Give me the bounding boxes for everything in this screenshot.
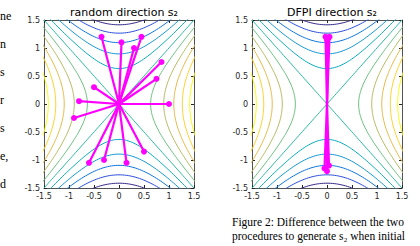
svg-text:DFPI direction s₂: DFPI direction s₂ [287, 6, 377, 19]
html-text:n: n [0, 37, 6, 51]
svg-text:-0.5: -0.5 [294, 192, 310, 201]
svg-text:1.5: 1.5 [235, 16, 248, 25]
html-text:Figure 2: Difference between t: Figure 2: Difference between the two [232, 216, 404, 228]
svg-text:0: 0 [35, 100, 40, 109]
svg-text:0.5: 0.5 [235, 72, 248, 81]
svg-text:-0.5: -0.5 [232, 128, 248, 137]
svg-text:-1.5: -1.5 [36, 192, 52, 201]
svg-text:1.5: 1.5 [188, 192, 201, 201]
svg-text:-0.5: -0.5 [86, 192, 102, 201]
svg-text:-1.5: -1.5 [244, 192, 260, 201]
svg-text:0.5: 0.5 [27, 72, 40, 81]
html-text:ne: ne [0, 9, 12, 23]
svg-text:1.5: 1.5 [396, 192, 409, 201]
svg-text:-1.5: -1.5 [232, 183, 248, 193]
svg-text:1: 1 [35, 44, 40, 53]
svg-text:0.5: 0.5 [138, 192, 151, 201]
svg-text:1: 1 [166, 192, 171, 201]
html-text:r: r [0, 93, 4, 107]
svg-text:0.5: 0.5 [346, 192, 359, 201]
svg-text:-0.5: -0.5 [24, 128, 40, 137]
svg-text:-1: -1 [32, 156, 40, 165]
svg-text:0: 0 [243, 100, 248, 109]
svg-text:0: 0 [116, 192, 121, 201]
html-text:s: s [0, 65, 5, 79]
html-text:s: s [0, 121, 5, 135]
svg-text:0: 0 [324, 192, 329, 201]
svg-text:random direction s₂: random direction s₂ [70, 6, 178, 19]
svg-text:-1.5: -1.5 [24, 183, 40, 193]
html-text:e,: e, [0, 149, 9, 163]
html-text:d: d [0, 177, 6, 191]
svg-text:1: 1 [374, 192, 379, 201]
svg-text:-1: -1 [240, 156, 248, 165]
svg-text:-1: -1 [65, 192, 73, 201]
svg-text:-1: -1 [273, 192, 281, 201]
html-text:procedures to generate s₂ when: procedures to generate s₂ when initial [232, 230, 405, 242]
svg-text:1.5: 1.5 [27, 16, 40, 25]
svg-text:1: 1 [243, 44, 248, 53]
